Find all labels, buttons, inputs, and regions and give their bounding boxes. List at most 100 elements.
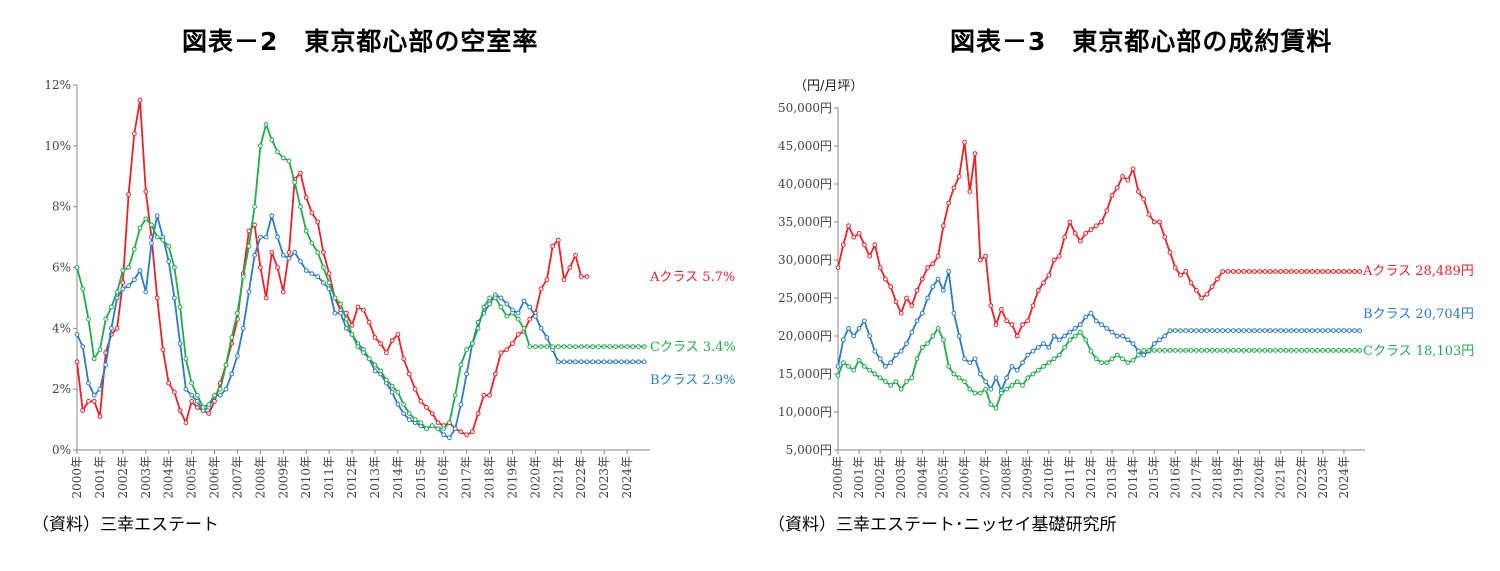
data-point-B	[1320, 328, 1326, 334]
data-point-A	[1309, 269, 1315, 274]
data-point-C	[258, 143, 263, 149]
data-point-C	[1183, 348, 1189, 353]
data-point-B	[941, 288, 946, 293]
data-point-C	[401, 402, 407, 407]
data-point-C	[862, 364, 867, 369]
data-point-C	[636, 344, 641, 350]
data-point-C	[429, 423, 435, 429]
data-point-B	[872, 348, 878, 354]
data-point-A	[983, 253, 988, 259]
data-point-A	[1215, 276, 1220, 282]
data-point-A	[941, 223, 946, 229]
x-tick-label: 2014年	[391, 456, 405, 499]
data-point-A	[120, 280, 126, 286]
x-tick-label: 2010年	[299, 456, 313, 499]
x-tick-label: 2013年	[1105, 456, 1119, 499]
data-point-A	[1230, 269, 1236, 274]
data-point-B	[1162, 333, 1168, 339]
data-point-B	[401, 411, 407, 416]
data-point-C	[1357, 348, 1363, 353]
x-tick-label: 2002年	[873, 456, 887, 499]
data-point-C	[452, 392, 458, 398]
data-point-A	[74, 359, 80, 365]
data-point-B	[229, 371, 235, 377]
data-point-A	[1299, 269, 1305, 274]
data-point-A	[993, 322, 999, 328]
data-point-B	[1257, 328, 1262, 334]
x-tick-label: 2020年	[528, 456, 542, 499]
y-tick-label: 5,000円	[786, 443, 832, 457]
data-point-B	[1183, 328, 1189, 334]
data-point-A	[914, 288, 920, 293]
data-point-B	[1130, 341, 1136, 347]
data-point-C	[315, 249, 321, 255]
x-tick-label: 2008年	[253, 456, 267, 499]
data-point-A	[1325, 269, 1331, 274]
data-point-A	[1283, 269, 1289, 274]
data-point-C	[492, 295, 498, 301]
x-tick-label: 2019年	[1232, 456, 1246, 499]
data-point-C	[103, 316, 109, 322]
data-point-A	[269, 249, 275, 255]
data-point-C	[555, 344, 561, 350]
data-point-B	[1046, 345, 1052, 350]
data-point-A	[498, 350, 504, 356]
data-point-A	[1346, 269, 1352, 274]
data-point-C	[137, 225, 143, 231]
data-point-C	[229, 335, 235, 340]
x-tick-label: 2011年	[322, 456, 336, 499]
y-tick-label: 15,000円	[778, 367, 832, 381]
data-point-A	[194, 405, 200, 410]
data-point-C	[515, 316, 521, 322]
data-point-A	[309, 210, 315, 216]
data-point-B	[1204, 328, 1210, 334]
y-tick-label: 45,000円	[778, 139, 832, 153]
data-point-C	[1072, 333, 1078, 339]
x-tick-label: 2021年	[551, 456, 565, 499]
y-tick-label: 40,000円	[778, 177, 832, 191]
data-point-A	[962, 139, 967, 145]
x-tick-label: 2012年	[345, 456, 359, 499]
data-point-B	[504, 301, 510, 307]
data-point-C	[1172, 348, 1178, 353]
data-point-B	[1093, 318, 1099, 324]
data-point-A	[1172, 265, 1178, 271]
data-point-A	[1136, 189, 1141, 195]
data-point-C	[286, 158, 292, 164]
data-point-A	[1188, 280, 1194, 286]
data-point-C	[481, 304, 487, 310]
data-point-A	[1236, 269, 1241, 274]
data-point-A	[143, 189, 149, 194]
data-point-C	[1304, 348, 1310, 353]
data-point-C	[189, 380, 195, 386]
data-point-B	[641, 359, 647, 365]
data-point-C	[538, 344, 544, 350]
source-note-left: （資料）三幸エステート	[32, 515, 219, 535]
x-tick-label: 2006年	[208, 456, 222, 499]
data-point-C	[909, 375, 915, 381]
data-point-B	[898, 348, 904, 354]
y-tick-label: 2%	[52, 382, 71, 396]
y-tick-label: 10%	[44, 139, 71, 153]
data-point-B	[1004, 375, 1009, 381]
data-point-C	[578, 344, 584, 350]
data-point-B	[1009, 364, 1015, 369]
data-point-B	[1167, 328, 1173, 334]
data-point-B	[464, 371, 470, 377]
data-point-A	[846, 223, 851, 229]
data-point-A	[263, 295, 269, 301]
data-point-A	[303, 195, 309, 200]
data-point-A	[935, 253, 941, 259]
data-point-C	[166, 243, 172, 249]
data-point-C	[1199, 348, 1204, 353]
x-tick-label: 2023年	[597, 456, 611, 499]
data-point-B	[97, 386, 103, 392]
data-point-C	[1251, 348, 1257, 353]
data-point-B	[919, 310, 925, 316]
data-point-B	[258, 234, 263, 240]
data-point-C	[613, 344, 618, 350]
x-tick-label: 2003年	[894, 456, 908, 499]
data-point-B	[1336, 328, 1342, 334]
data-point-A	[424, 405, 429, 410]
series-line-A	[837, 142, 1360, 339]
